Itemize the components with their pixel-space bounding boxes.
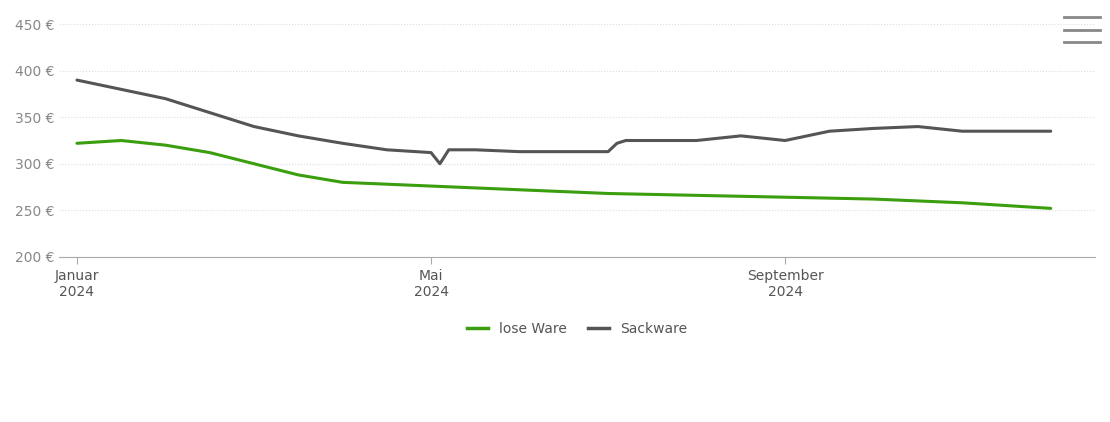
Legend: lose Ware, Sackware: lose Ware, Sackware xyxy=(462,316,693,342)
